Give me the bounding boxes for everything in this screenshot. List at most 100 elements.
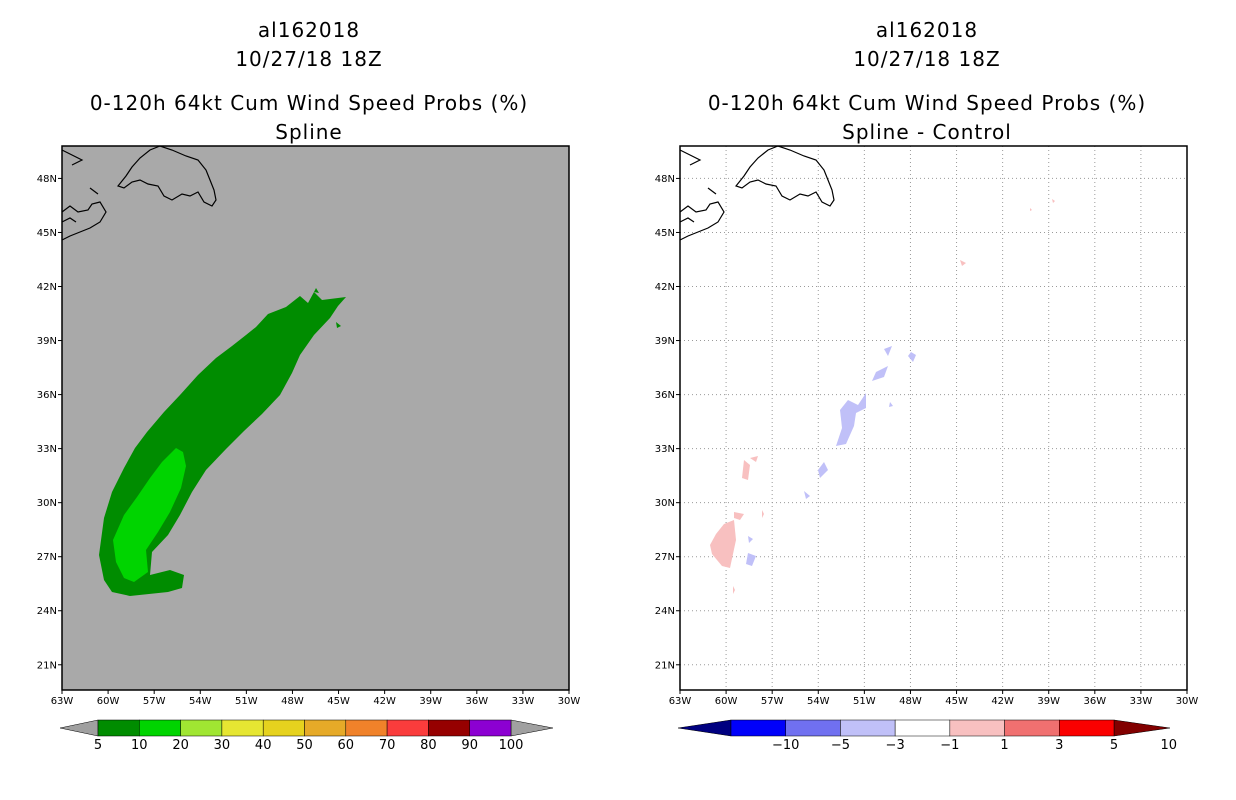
x-tick-label: 51W: [235, 696, 258, 707]
right-map-background: [680, 146, 1187, 690]
left-title-date: 10/27/18 18Z: [235, 47, 382, 71]
colorbar-swatch: [469, 719, 512, 737]
y-tick-label: 39N: [37, 336, 57, 347]
left-axes: 63W 60W 57W 54W 51W 48W 45W 42W 39W 36W 33W 30W 21N 2…: [37, 174, 581, 707]
y-tick-label: 45N: [37, 228, 57, 239]
y-tick-label: 36N: [37, 390, 57, 401]
right-map-frame: [679, 145, 1188, 691]
left-title-product: 0-120h 64kt Cum Wind Speed Probs (%): [90, 91, 528, 115]
right-diff-negative: [746, 346, 916, 566]
y-tick-label: 30N: [37, 498, 57, 509]
colorbar-swatch: [345, 719, 388, 737]
y-tick-label: 33N: [37, 444, 57, 455]
x-tick-label: 36W: [1084, 696, 1107, 707]
left-colorbar: 5 10 20 30 40 50 60 70 80 90 100: [59, 719, 554, 753]
y-tick-label: 21N: [37, 660, 57, 671]
right-gridlines: [680, 146, 1187, 690]
colorbar-swatch: [428, 719, 470, 737]
colorbar-label: −1: [940, 738, 959, 753]
colorbar-label: 1: [1000, 738, 1008, 753]
colorbar-swatch: [386, 719, 429, 737]
left-swath-islet-2: [336, 322, 341, 328]
y-tick-label: 48N: [655, 174, 675, 185]
colorbar-label: 40: [255, 738, 272, 753]
colorbar-swatch: [139, 719, 181, 737]
right-title-product: 0-120h 64kt Cum Wind Speed Probs (%): [708, 91, 1146, 115]
colorbar-swatch: [1059, 719, 1115, 737]
right-title-method: Spline - Control: [842, 120, 1012, 144]
colorbar-swatch: [221, 719, 264, 737]
colorbar-label: 20: [172, 738, 189, 753]
colorbar-label: 100: [499, 738, 524, 753]
y-tick-label: 36N: [655, 390, 675, 401]
colorbar-label: 70: [379, 738, 396, 753]
colorbar-swatch: [304, 719, 347, 737]
x-tick-label: 42W: [373, 696, 396, 707]
colorbar-swatch: [894, 719, 951, 737]
x-tick-label: 33W: [1130, 696, 1153, 707]
left-map-frame: [61, 145, 570, 691]
x-tick-label: 60W: [715, 696, 738, 707]
colorbar-swatch: [949, 719, 1005, 737]
y-tick-label: 42N: [37, 282, 57, 293]
colorbar-label: 5: [94, 738, 102, 753]
y-tick-label: 21N: [655, 660, 675, 671]
right-title-date: 10/27/18 18Z: [853, 47, 1000, 71]
right-diff-positive: [710, 199, 1055, 594]
right-colorbar: −10 −5 −3 −1 1 3 5 10: [677, 719, 1177, 753]
y-tick-label: 45N: [655, 228, 675, 239]
colorbar-label: 30: [214, 738, 231, 753]
y-tick-label: 42N: [655, 282, 675, 293]
x-tick-label: 33W: [512, 696, 535, 707]
x-tick-label: 30W: [1176, 696, 1199, 707]
y-tick-label: 27N: [655, 552, 675, 563]
x-tick-label: 60W: [97, 696, 120, 707]
left-title-storm: al162018: [258, 18, 360, 42]
left-swath-10-20: [113, 448, 186, 582]
y-tick-label: 27N: [37, 552, 57, 563]
right-axes: 63W 60W 57W 54W 51W 48W 45W 42W 39W 36W 33W 30W 21N 2…: [655, 174, 1199, 707]
colorbar-end-left: [677, 719, 732, 737]
x-tick-label: 36W: [466, 696, 489, 707]
x-tick-label: 54W: [807, 696, 830, 707]
right-coastline: [679, 145, 835, 241]
x-tick-label: 42W: [991, 696, 1014, 707]
colorbar-end-right: [1113, 719, 1171, 737]
x-tick-label: 63W: [51, 696, 74, 707]
colorbar-swatch: [97, 719, 140, 737]
x-tick-label: 45W: [945, 696, 968, 707]
colorbar-swatch: [785, 719, 841, 737]
left-title-method: Spline: [275, 120, 342, 144]
colorbar-swatch: [840, 719, 896, 737]
y-tick-label: 24N: [655, 606, 675, 617]
colorbar-label: 5: [1110, 738, 1118, 753]
x-tick-label: 48W: [281, 696, 304, 707]
colorbar-swatch: [262, 719, 305, 737]
x-tick-label: 57W: [143, 696, 166, 707]
x-tick-label: 39W: [1037, 696, 1060, 707]
colorbar-label: −10: [772, 738, 799, 753]
x-tick-label: 51W: [853, 696, 876, 707]
x-tick-label: 39W: [419, 696, 442, 707]
y-tick-label: 39N: [655, 336, 675, 347]
colorbar-label: 50: [296, 738, 313, 753]
y-tick-label: 24N: [37, 606, 57, 617]
colorbar-end-left: [59, 719, 99, 737]
left-swath-islet: [314, 288, 319, 293]
left-map-background: [62, 146, 569, 690]
colorbar-label: 3: [1055, 738, 1063, 753]
x-tick-label: 48W: [899, 696, 922, 707]
colorbar-label: −5: [831, 738, 850, 753]
colorbar-label: 10: [1160, 738, 1177, 753]
colorbar-swatch: [730, 719, 786, 737]
y-tick-label: 30N: [655, 498, 675, 509]
colorbar-label: 60: [338, 738, 355, 753]
x-tick-label: 57W: [761, 696, 784, 707]
colorbar-swatch: [1004, 719, 1060, 737]
right-title-storm: al162018: [876, 18, 978, 42]
left-coastline: [61, 145, 217, 241]
colorbar-swatch: [180, 719, 223, 737]
y-tick-label: 48N: [37, 174, 57, 185]
colorbar-label: 80: [420, 738, 437, 753]
x-tick-label: 45W: [327, 696, 350, 707]
